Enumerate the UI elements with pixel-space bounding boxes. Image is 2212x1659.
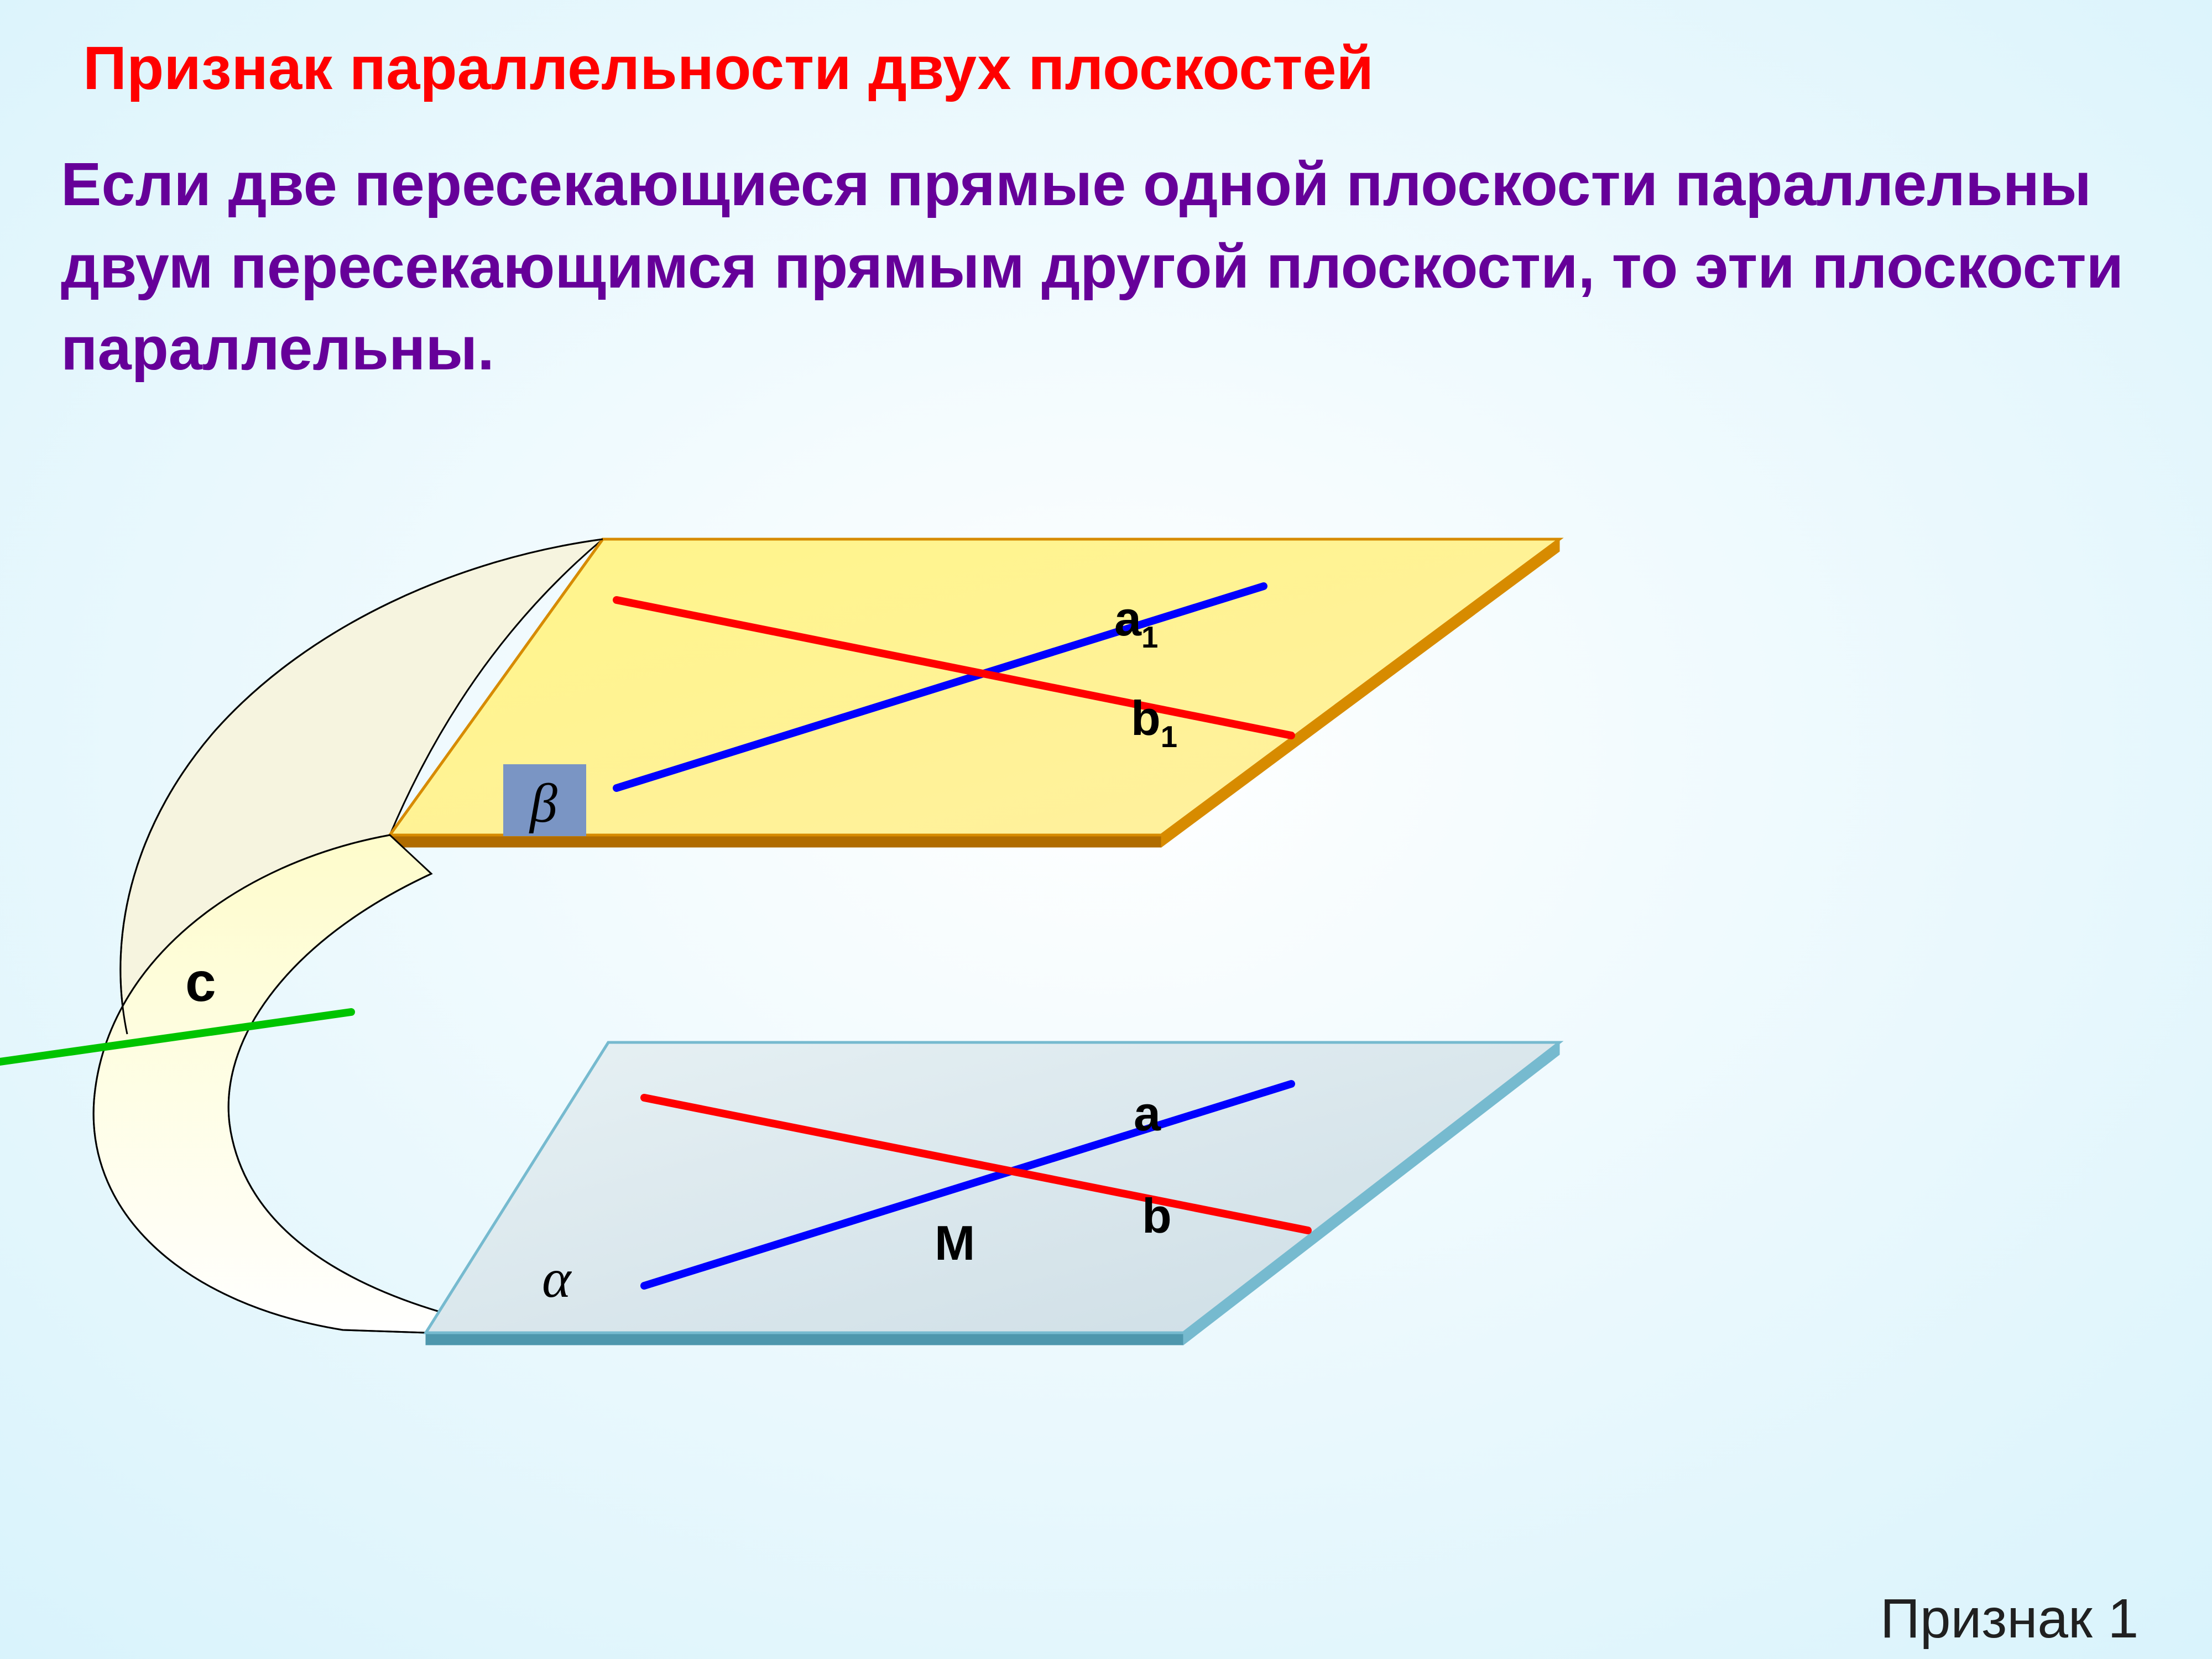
point-M-label: M (935, 1215, 975, 1270)
label-c: с (185, 951, 216, 1013)
label-b: b (1142, 1188, 1172, 1243)
theorem-statement: Если две пересекающиеся прямые одной пло… (61, 144, 2151, 390)
label-a: a (1134, 1086, 1161, 1141)
slide-title: Признак параллельности двух плоскостей (83, 33, 1374, 103)
slide-footer: Признак 1 (1880, 1587, 2138, 1651)
plane-alpha (426, 1042, 1559, 1333)
plane-beta-front-edge (390, 835, 1161, 847)
plane-alpha-front-edge (426, 1333, 1183, 1345)
alpha-label: α (542, 1248, 572, 1309)
beta-label: β (529, 773, 557, 834)
